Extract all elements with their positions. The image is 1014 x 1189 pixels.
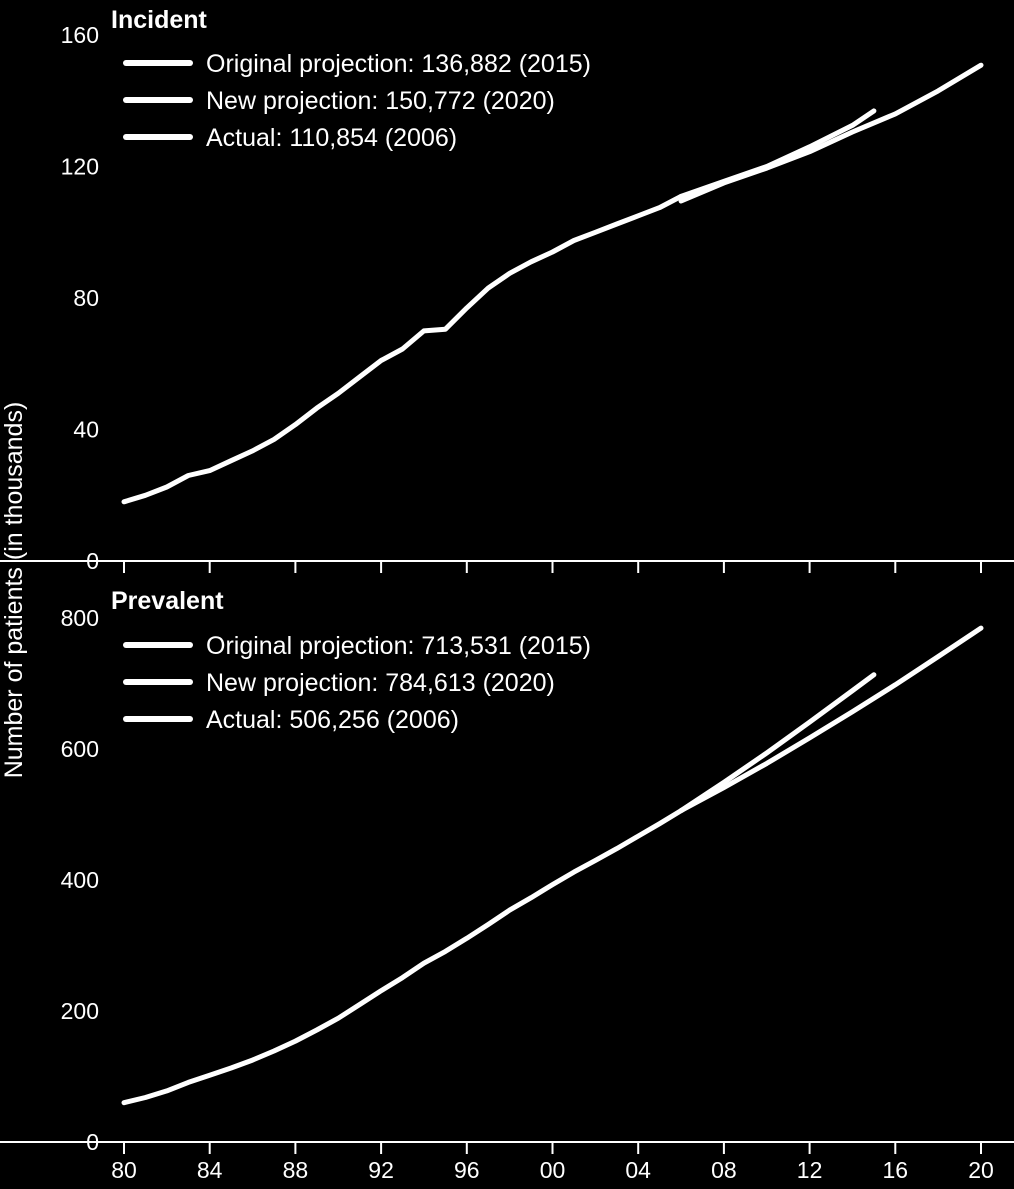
- y-tick-label: 600: [61, 736, 99, 762]
- y-tick-label: 400: [61, 867, 99, 893]
- incident-panel: 0 40 80 120 160 Incident Original projection: …: [0, 6, 1014, 574]
- x-tick-label: 84: [197, 1157, 223, 1183]
- x-tick-label: 08: [711, 1157, 737, 1183]
- y-tick-label: 80: [73, 285, 99, 311]
- y-axis-label: Number of patients (in thousands): [0, 402, 28, 779]
- x-tick-label: 96: [454, 1157, 480, 1183]
- legend-entry: Actual: 110,854 (2006): [206, 124, 457, 152]
- y-tick-label: 800: [61, 605, 99, 631]
- x-tick-label: 16: [883, 1157, 909, 1183]
- x-tick-label: 92: [368, 1157, 394, 1183]
- series-line: [678, 672, 877, 814]
- series-line: [678, 108, 877, 199]
- legend-entry: Actual: 506,256 (2006): [206, 706, 459, 734]
- legend-entry: Original projection: 136,882 (2015): [206, 50, 591, 78]
- series-line: [678, 625, 984, 814]
- legend-entry: New projection: 784,613 (2020): [206, 669, 555, 697]
- panel-title: Incident: [111, 6, 208, 34]
- x-tick-label: 20: [968, 1157, 994, 1183]
- panel-title: Prevalent: [111, 587, 224, 615]
- x-tick-label: 00: [540, 1157, 566, 1183]
- x-tick-label: 12: [797, 1157, 823, 1183]
- y-tick-label: 200: [61, 998, 99, 1024]
- y-tick-label: 160: [61, 22, 99, 48]
- x-tick-label: 80: [111, 1157, 137, 1183]
- y-tick-label: 0: [86, 1129, 99, 1155]
- series-line: [121, 193, 684, 505]
- x-tick-label: 04: [625, 1157, 651, 1183]
- prevalent-panel: 0 200 400 600 800 80 84 88 92 96 00 04 08 12 16 20 Preva…: [0, 587, 1014, 1183]
- y-tick-label: 120: [61, 154, 99, 180]
- x-tick-label: 88: [283, 1157, 309, 1183]
- series-line: [121, 808, 684, 1106]
- series-line: [678, 62, 984, 204]
- y-tick-label: 0: [86, 548, 99, 574]
- y-tick-label: 40: [73, 417, 99, 443]
- legend-entry: Original projection: 713,531 (2015): [206, 632, 591, 660]
- legend-entry: New projection: 150,772 (2020): [206, 87, 555, 115]
